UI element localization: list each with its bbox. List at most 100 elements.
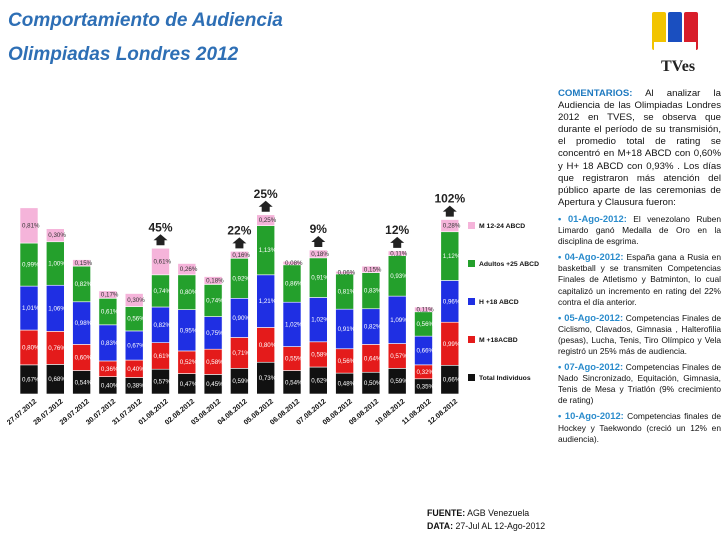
growth-annotation: 9%: [310, 222, 328, 236]
data-label: 0,91%: [311, 275, 329, 282]
up-arrow-icon: [258, 200, 273, 212]
data-label: 1,06%: [48, 305, 66, 312]
bar-segment: [177, 263, 197, 276]
legend-swatch: [468, 222, 475, 229]
data-label: 0,38%: [127, 383, 145, 390]
bar-segment: [308, 249, 328, 259]
comments-notes: • 01-Ago-2012: El venezolano Ruben Limar…: [558, 213, 721, 445]
data-label: 0,66%: [417, 348, 435, 355]
source-label: FUENTE:: [427, 508, 466, 518]
up-arrow-icon: [442, 205, 457, 217]
comment-note: • 04-Ago-2012: España gana a Rusia en ba…: [558, 251, 721, 307]
data-label: 1,21%: [259, 298, 277, 305]
comment-note-text: Competencias Finales de Ciclismo, Clavad…: [558, 312, 722, 356]
legend-swatch: [468, 260, 475, 267]
data-label: 0,30%: [127, 297, 145, 304]
data-label: 0,81%: [338, 289, 356, 296]
data-label: 0,40%: [127, 366, 145, 373]
tves-logo: TVes: [632, 8, 724, 78]
data-label: 0,35%: [417, 383, 435, 390]
page-title: Comportamiento de Audiencia: [8, 10, 283, 31]
data-label: 0,48%: [338, 381, 356, 388]
data-label: 0,86%: [285, 281, 303, 288]
comment-note-text: Competencias finales de Hockey y Taekwon…: [558, 411, 721, 444]
data-label: 0,95%: [180, 327, 198, 334]
data-label: 0,80%: [22, 344, 40, 351]
data-label: 0,28%: [443, 223, 461, 230]
data-label: 0,25%: [259, 217, 277, 224]
comment-note-text: El venezolano Ruben Limardo ganó Medalla…: [558, 213, 722, 247]
data-label: 0,93%: [390, 273, 408, 280]
data-label: 0,56%: [338, 358, 356, 365]
data-label: 0,26%: [180, 266, 198, 273]
source-block: FUENTE: AGB Venezuela DATA: 27-Jul AL 12…: [427, 507, 545, 533]
data-label: 1,02%: [311, 317, 329, 324]
data-label: 0,56%: [417, 321, 435, 328]
comment-note-date: • 10-Ago-2012:: [558, 410, 624, 422]
data-label: 0,71%: [232, 350, 250, 357]
legend-item: H +18 ABCD: [479, 299, 519, 306]
bar-segment: [387, 250, 407, 256]
data-label: 0,67%: [127, 342, 145, 349]
data-label: 0,30%: [48, 232, 66, 239]
data-label: 0,08%: [285, 260, 303, 267]
data-label: 0,80%: [180, 289, 198, 296]
data-label: 0,61%: [101, 309, 119, 316]
bar-segment: [98, 290, 118, 299]
data-label: 0,55%: [285, 356, 303, 363]
up-arrow-icon: [390, 236, 405, 248]
data-label: 0,75%: [206, 330, 224, 337]
data-label: 0,59%: [390, 378, 408, 385]
bar-segment: [203, 276, 223, 285]
data-label: 0,50%: [364, 380, 382, 387]
data-label: 0,15%: [75, 260, 93, 267]
data-label: 0,74%: [206, 297, 224, 304]
data-label: 0,82%: [75, 281, 93, 288]
comment-note-text: España gana a Rusia en basketball y se t…: [558, 252, 722, 307]
comments-heading: COMENTARIOS:: [558, 88, 633, 99]
data-label: 0,91%: [338, 326, 356, 333]
data-label: 1,02%: [285, 321, 303, 328]
data-label: 0,99%: [443, 341, 461, 348]
data-label: 0,90%: [232, 315, 250, 322]
data-label: 0,73%: [259, 375, 277, 382]
bar-segment: [440, 219, 460, 233]
data-label: 0,57%: [390, 353, 408, 360]
bar-segment: [124, 293, 144, 307]
data-label: 1,13%: [259, 247, 277, 254]
comment-note-date: • 04-Ago-2012:: [558, 251, 624, 263]
data-label: 0,52%: [180, 359, 198, 366]
data-label: 0,56%: [127, 316, 145, 323]
data-label: 0,11%: [417, 306, 435, 313]
comment-note-text: Competencias Finales de Nado Sincronizad…: [558, 362, 722, 406]
legend-swatch: [468, 374, 475, 381]
data-label: 0,32%: [417, 369, 435, 376]
legend-item: Total Individuos: [479, 375, 531, 382]
data-label: 0,58%: [206, 359, 224, 366]
data-label: 0,45%: [206, 381, 224, 388]
data-label: 0,57%: [154, 379, 172, 386]
up-arrow-icon: [232, 237, 247, 249]
data-label: 0,62%: [311, 378, 329, 385]
bar-segment: [256, 214, 276, 226]
comments-panel: COMENTARIOS: Al analizar la Audiencia de…: [558, 88, 721, 445]
logo-text: TVes: [660, 58, 696, 75]
data-label: 0,64%: [364, 355, 382, 362]
data-label: 0,59%: [232, 378, 250, 385]
data-label: 0,83%: [101, 340, 119, 347]
growth-annotation: 45%: [148, 220, 172, 234]
growth-annotation: 25%: [254, 187, 278, 201]
data-label: 0,74%: [154, 288, 172, 295]
growth-annotation: 102%: [434, 192, 465, 206]
data-label: 0,18%: [311, 251, 329, 258]
data-label: 0,54%: [285, 379, 303, 386]
logo-arcs-icon: [652, 12, 698, 52]
data-label: 0,83%: [364, 288, 382, 295]
data-label: 0,40%: [101, 382, 119, 389]
comments-intro: Al analizar la Audiencia de las Olimpiad…: [558, 88, 721, 208]
bar-segment: [414, 306, 433, 313]
data-label: 0,60%: [75, 354, 93, 361]
data-label: 0,67%: [22, 376, 40, 383]
bar-segment: [230, 251, 249, 259]
up-arrow-icon: [153, 234, 168, 246]
